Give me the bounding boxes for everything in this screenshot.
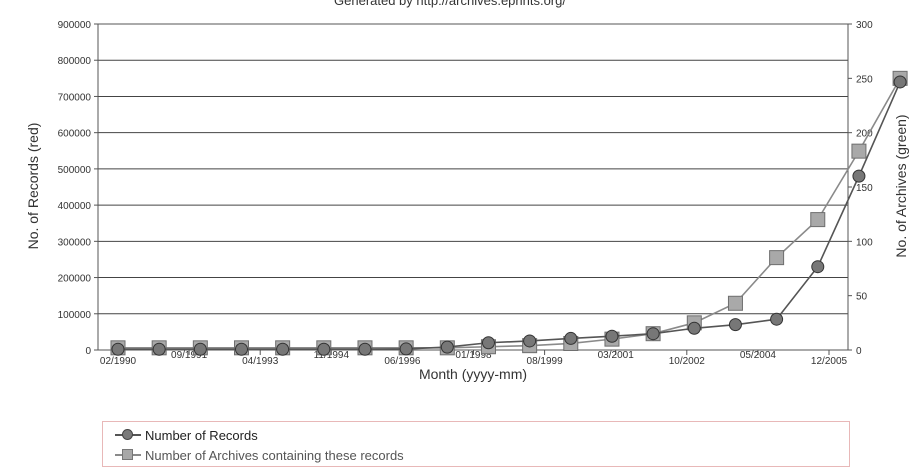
data-point-records bbox=[193, 342, 207, 356]
y2-tick-label: 150 bbox=[856, 183, 873, 194]
y2-tick-label: 250 bbox=[856, 74, 873, 85]
y2-tick-label: 200 bbox=[856, 129, 873, 140]
data-point-records bbox=[893, 75, 907, 89]
y-axis-right: 0 50 100 150 200 250 300 bbox=[848, 20, 873, 357]
y-axis-title: No. of Records (red) bbox=[25, 123, 41, 250]
x-tick-label: 05/2004 bbox=[740, 350, 777, 361]
data-point-archives bbox=[851, 143, 867, 159]
y-tick-label: 100000 bbox=[58, 310, 92, 321]
archives-legend-marker-icon bbox=[115, 448, 141, 462]
x-tick-label: 09/1991 bbox=[171, 350, 208, 361]
data-point-records bbox=[523, 334, 537, 348]
data-point-records bbox=[440, 340, 454, 354]
y2-axis-title: No. of Archives (green) bbox=[893, 114, 909, 257]
y-tick-label: 200000 bbox=[58, 274, 92, 285]
series-group bbox=[110, 70, 908, 356]
data-point-records bbox=[687, 321, 701, 335]
data-point-archives bbox=[769, 250, 785, 266]
legend-label-records: Number of Records bbox=[145, 427, 258, 443]
data-point-records bbox=[646, 327, 660, 341]
data-point-archives bbox=[810, 212, 826, 228]
records-legend-marker-icon bbox=[115, 428, 141, 442]
data-point-records bbox=[811, 260, 825, 274]
legend-label-archives: Number of Archives containing these reco… bbox=[145, 447, 404, 463]
data-point-records bbox=[399, 342, 413, 356]
data-point-records bbox=[770, 312, 784, 326]
data-point-records bbox=[358, 342, 372, 356]
x-tick-label: 08/1999 bbox=[527, 356, 564, 367]
y2-tick-label: 50 bbox=[856, 292, 868, 303]
y-tick-label: 0 bbox=[85, 346, 91, 357]
y-tick-label: 900000 bbox=[58, 20, 92, 31]
x-tick-label: 11/1994 bbox=[314, 350, 350, 361]
x-tick-label: 04/1993 bbox=[242, 356, 279, 367]
data-point-records bbox=[852, 169, 866, 183]
x-tick-label: 12/2005 bbox=[811, 356, 848, 367]
data-point-records bbox=[152, 342, 166, 356]
data-point-records bbox=[605, 329, 619, 343]
data-point-records bbox=[234, 342, 248, 356]
data-point-records bbox=[728, 318, 742, 332]
x-tick-label: 02/1990 bbox=[100, 356, 137, 367]
x-tick-label: 10/2002 bbox=[669, 356, 706, 367]
y2-tick-label: 100 bbox=[856, 237, 873, 248]
series-line-archives bbox=[118, 77, 901, 349]
data-point-records bbox=[111, 342, 125, 356]
y2-tick-label: 0 bbox=[856, 346, 862, 357]
y-tick-label: 400000 bbox=[58, 201, 92, 212]
data-point-archives bbox=[727, 295, 743, 311]
data-point-records bbox=[481, 336, 495, 350]
data-point-records bbox=[317, 342, 331, 356]
x-tick-label: 01/1998 bbox=[455, 350, 492, 361]
data-point-records bbox=[564, 331, 578, 345]
y-tick-label: 800000 bbox=[58, 56, 92, 67]
x-axis-title: Month (yyyy-mm) bbox=[419, 366, 527, 382]
legend: Number of Records Number of Archives con… bbox=[102, 421, 850, 467]
y-tick-label: 500000 bbox=[58, 165, 92, 176]
x-tick-label: 03/2001 bbox=[598, 350, 635, 361]
series-line-records bbox=[118, 81, 901, 351]
data-point-records bbox=[276, 342, 290, 356]
x-tick-label: 06/1996 bbox=[384, 356, 421, 367]
y-axis-left: 0 100000 200000 300000 400000 500000 600000 700… bbox=[58, 20, 98, 357]
legend-item-records: Number of Records bbox=[115, 426, 258, 444]
y-tick-label: 700000 bbox=[58, 92, 92, 103]
legend-item-archives: Number of Archives containing these reco… bbox=[115, 446, 404, 464]
grid bbox=[98, 59, 848, 315]
y2-tick-label: 300 bbox=[856, 20, 873, 31]
y-tick-label: 300000 bbox=[58, 237, 92, 248]
x-axis: 02/1990 09/1991 04/1993 11/1994 06/1996 01/19… bbox=[100, 350, 848, 367]
chart-title: Generated by http://archives.eprints.org… bbox=[334, 0, 566, 8]
y-tick-label: 600000 bbox=[58, 129, 92, 140]
